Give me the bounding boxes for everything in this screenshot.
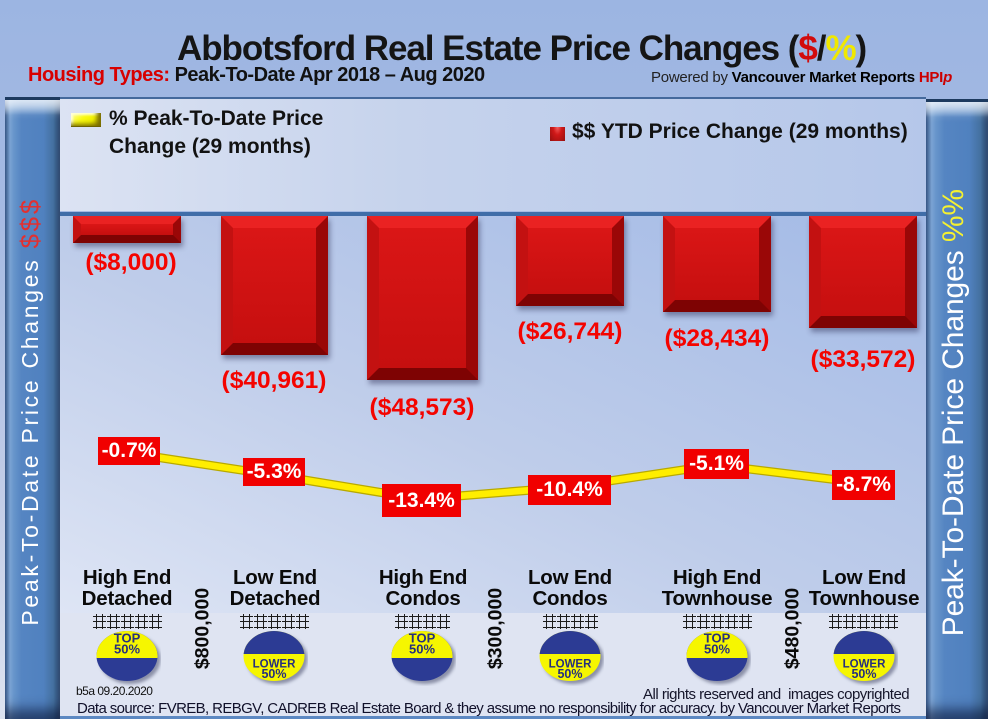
svg-text:LOWER: LOWER (549, 659, 592, 671)
svg-text:50%: 50% (557, 667, 582, 681)
svg-text:LOWER: LOWER (253, 659, 296, 671)
svg-text:50%: 50% (851, 667, 876, 681)
svg-text:50%: 50% (409, 642, 435, 657)
svg-text:50%: 50% (261, 667, 286, 681)
svg-text:TOP: TOP (704, 631, 731, 646)
svg-text:50%: 50% (704, 642, 730, 657)
svg-text:TOP: TOP (114, 631, 141, 646)
svg-text:LOWER: LOWER (843, 659, 886, 671)
svg-text:50%: 50% (114, 642, 140, 657)
svg-text:TOP: TOP (409, 631, 436, 646)
